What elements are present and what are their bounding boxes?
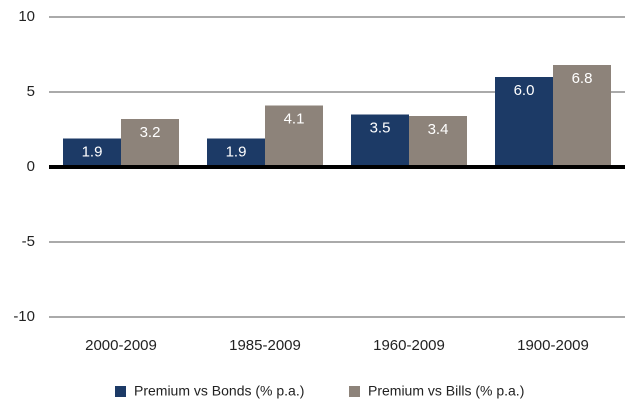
y-tick-label: 5 bbox=[27, 83, 35, 100]
value-label: 1.9 bbox=[226, 143, 247, 160]
bar bbox=[409, 116, 467, 167]
x-tick-label: 2000-2009 bbox=[85, 337, 157, 354]
bar bbox=[63, 138, 121, 167]
legend-label: Premium vs Bonds (% p.a.) bbox=[134, 383, 304, 399]
bar bbox=[553, 65, 611, 167]
legend-swatch bbox=[115, 386, 126, 397]
x-tick-label: 1960-2009 bbox=[373, 337, 445, 354]
bar bbox=[351, 114, 409, 167]
bar bbox=[207, 138, 265, 167]
x-tick-label: 1900-2009 bbox=[517, 337, 589, 354]
value-label: 1.9 bbox=[82, 143, 103, 160]
value-label: 4.1 bbox=[284, 110, 305, 127]
legend-swatch bbox=[349, 386, 360, 397]
legend-label: Premium vs Bills (% p.a.) bbox=[368, 383, 524, 399]
bar bbox=[495, 77, 553, 167]
y-tick-label: -10 bbox=[13, 308, 35, 325]
bar bbox=[121, 119, 179, 167]
bar bbox=[265, 105, 323, 167]
value-label: 6.8 bbox=[572, 70, 593, 87]
value-label: 3.2 bbox=[140, 124, 161, 141]
x-tick-label: 1985-2009 bbox=[229, 337, 301, 354]
value-label: 3.4 bbox=[428, 121, 449, 138]
value-label: 6.0 bbox=[514, 82, 535, 99]
y-tick-label: 0 bbox=[27, 158, 35, 175]
y-tick-label: 10 bbox=[18, 8, 35, 25]
y-tick-label: -5 bbox=[22, 233, 35, 250]
value-label: 3.5 bbox=[370, 119, 391, 136]
